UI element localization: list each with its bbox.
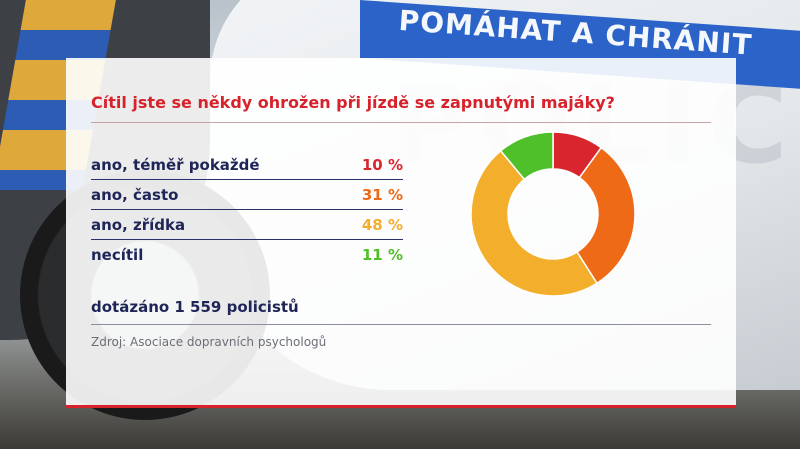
answer-value: 10 % [361, 156, 403, 174]
title-divider [91, 122, 711, 123]
answer-label: necítil [91, 246, 144, 264]
infographic-panel: Cítil jste se někdy ohrožen při jízdě se… [66, 58, 736, 408]
answer-value: 31 % [361, 186, 403, 204]
answer-list: ano, téměř pokaždé 10 % ano, často 31 % … [91, 150, 403, 270]
answer-value: 48 % [361, 216, 403, 234]
note-divider [91, 324, 711, 325]
donut-chart [470, 131, 636, 297]
question-title: Cítil jste se někdy ohrožen při jízdě se… [91, 93, 615, 112]
answer-row: ano, často 31 % [91, 180, 403, 210]
donut-slice [576, 146, 636, 285]
answer-row: ano, téměř pokaždé 10 % [91, 150, 403, 180]
answer-label: ano, zřídka [91, 216, 186, 234]
answer-label: ano, téměř pokaždé [91, 156, 260, 174]
sample-size-note: dotázáno 1 559 policistů [91, 298, 299, 316]
answer-row: necítil 11 % [91, 240, 403, 270]
answer-label: ano, často [91, 186, 179, 204]
source-credit: Zdroj: Asociace dopravních psychologů [91, 335, 327, 349]
answer-row: ano, zřídka 48 % [91, 210, 403, 240]
donut-slice [470, 149, 598, 297]
donut-slice [499, 131, 554, 181]
answer-value: 11 % [361, 246, 403, 264]
